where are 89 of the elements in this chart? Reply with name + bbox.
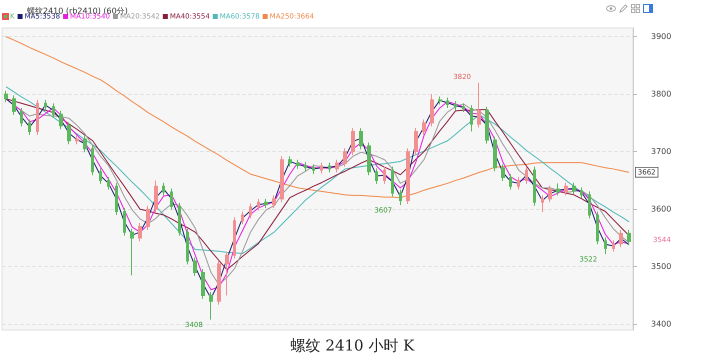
candlestick [20,107,23,127]
candlestick [201,268,205,300]
y-tick-label: 3700 [651,147,672,156]
candlestick [12,94,16,116]
candlestick [91,144,94,176]
candlestick [588,190,591,219]
candlestick [548,185,552,203]
candlestick [296,159,300,170]
candlestick [304,162,307,172]
y-tick-label: 3800 [651,90,672,99]
candlestick [162,182,165,196]
y-tick-label: 3900 [651,32,672,42]
text: 螺纹 2410 小时 K [290,336,416,354]
candlestick [406,148,410,205]
candlestick [154,180,158,214]
candlestick [115,182,118,216]
candlestick [312,164,315,175]
y-tick-label: 3600 [651,204,672,214]
candlestick [556,182,560,196]
candlestick [533,166,536,206]
candlestick [75,135,79,145]
candlestick [541,194,544,213]
candlestick [233,216,236,260]
candlestick [604,236,607,255]
candlestick [477,82,481,128]
candlestick [619,229,623,248]
line-series [5,36,630,198]
candlestick [241,211,244,225]
candlestick [178,202,181,236]
candlestick [146,205,150,230]
candlestick [454,100,457,111]
candlestick [414,128,418,156]
candlestick [335,159,339,173]
candlestick [399,189,402,206]
candlestick [430,94,434,127]
candlestick [485,106,489,144]
candlestick [470,104,473,132]
candlestick [99,168,102,184]
candlestick [501,164,505,182]
candlestick [123,208,126,236]
candlestick [36,99,39,136]
candlestick [59,110,63,130]
candlestick [391,166,394,198]
candlestick [4,90,8,103]
candlestick [225,251,229,296]
candlestick [438,96,442,106]
candlestick [83,135,87,153]
candlestick [107,176,110,190]
candlestick [596,211,599,245]
candlestick [193,257,197,276]
candlestick [580,186,583,199]
candlestick [525,166,528,184]
candlestick [209,292,213,320]
candlestick [612,240,615,252]
candlestick [44,99,47,111]
candlestick [509,174,512,190]
candlestick [264,198,268,209]
candlestick [280,156,284,203]
candlestick [572,182,576,195]
candlestick [138,222,142,242]
candlestick [28,118,31,136]
candlestick [359,128,363,150]
y-tick-label: 3500 [651,262,672,272]
candlestick [446,97,449,108]
candlestick [383,166,386,184]
candlestick [517,176,520,190]
candlestick [343,148,347,168]
candlestick [320,162,323,174]
candlestick [375,168,378,184]
candlestick [52,102,55,118]
candlestick [249,202,252,219]
candlestick [422,118,426,136]
candlestick [351,128,355,156]
candlestick [564,182,568,196]
candlestick [217,260,221,306]
candlestick [328,162,331,173]
candlestick [367,142,371,176]
line-series [5,86,630,254]
y-tick-label: 3400 [651,320,672,329]
candlestick [130,228,134,276]
candlestick [170,188,173,210]
candlestick [462,102,465,112]
candlestick [257,198,260,211]
candlestick [67,122,71,145]
candlestick [288,156,292,168]
candlestick [493,136,497,172]
candlestick [272,194,276,209]
candlestick [627,229,631,246]
candlestick [186,228,189,265]
